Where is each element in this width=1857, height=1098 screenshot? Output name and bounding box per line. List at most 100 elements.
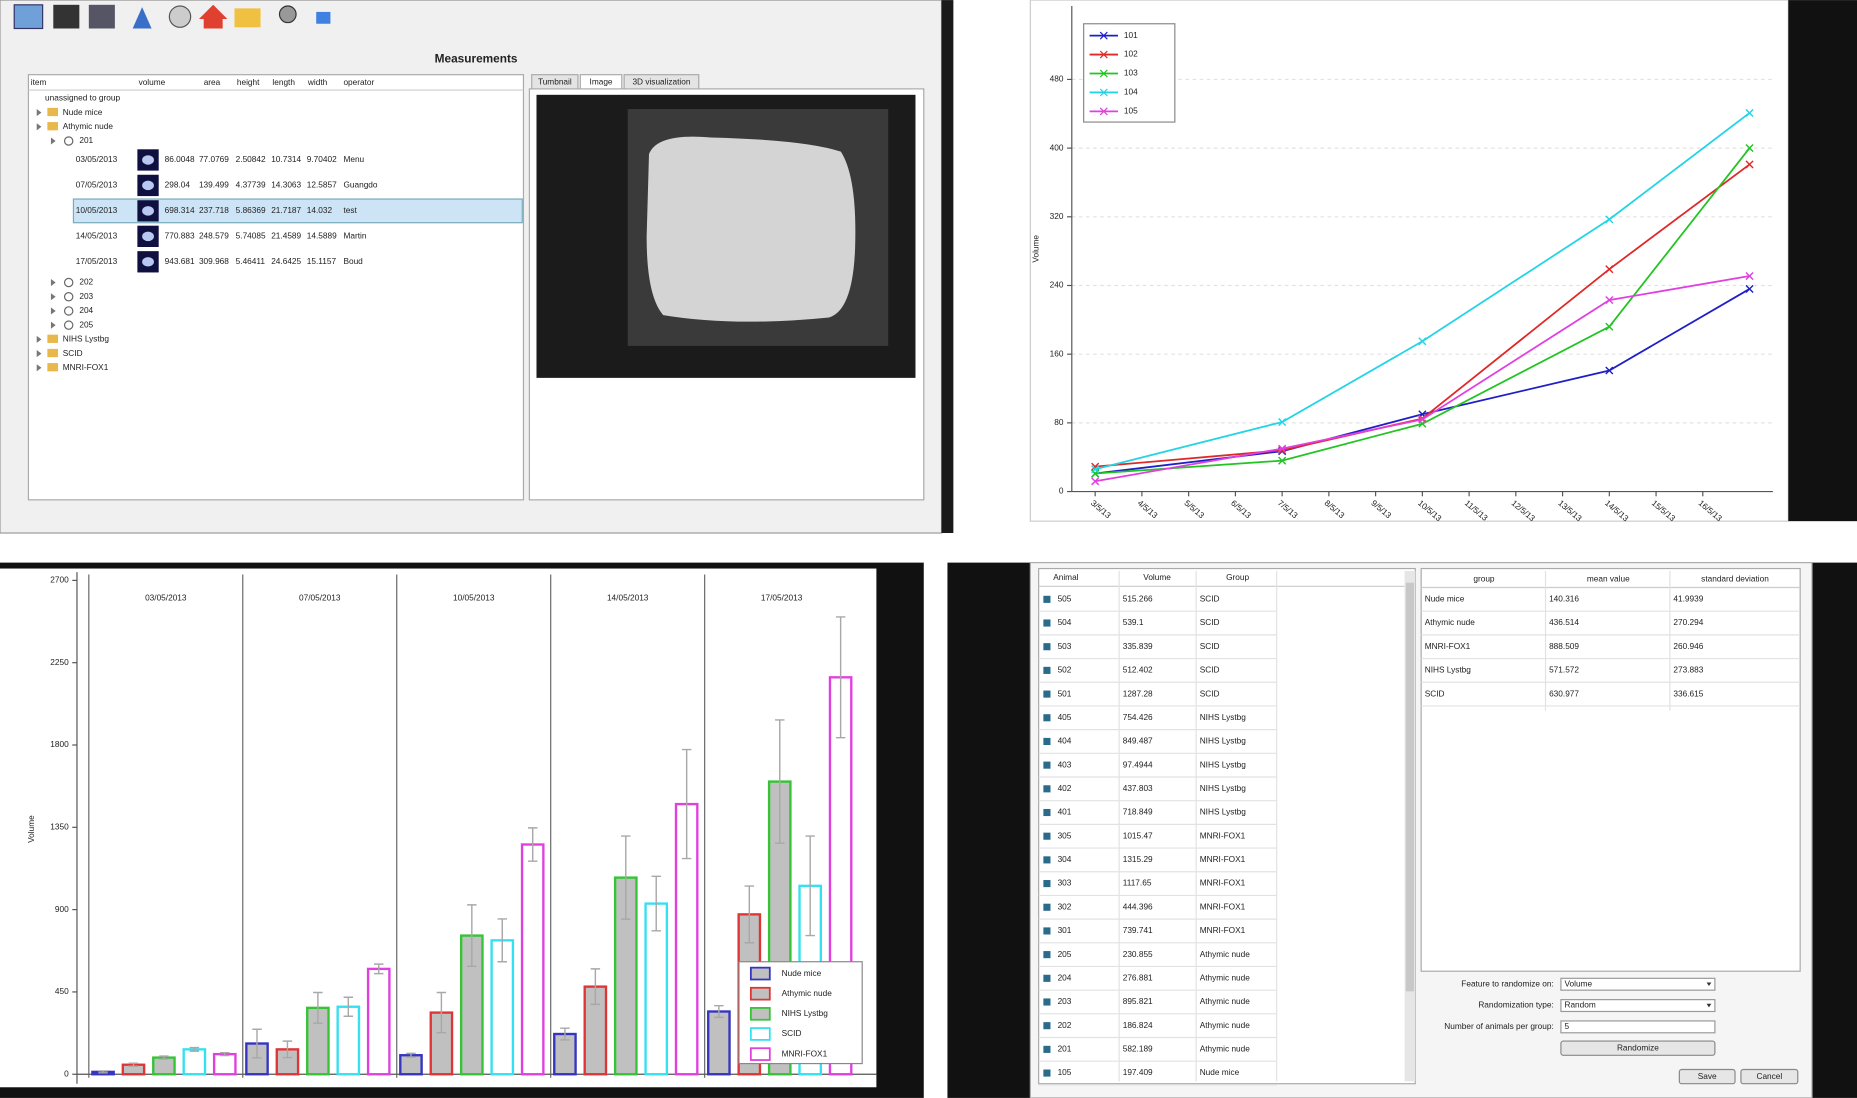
dropdown-arrow[interactable]: [1706, 1003, 1712, 1008]
tool-icon[interactable]: [132, 7, 152, 29]
cell: NIHS Lystbg: [1200, 783, 1247, 793]
cell: Athymic nude: [1200, 1044, 1251, 1054]
expand-arrow[interactable]: [50, 137, 56, 145]
expand-arrow[interactable]: [36, 364, 42, 372]
cell: Boud: [343, 256, 363, 266]
error-bar: [681, 748, 692, 860]
control-value[interactable]: 5: [1564, 1021, 1569, 1031]
bar: [182, 1048, 207, 1076]
legend-swatch: [749, 966, 771, 981]
button[interactable]: [1560, 1040, 1716, 1056]
expand-arrow[interactable]: [50, 278, 56, 287]
row-icon: [1043, 1022, 1051, 1030]
cell: 260.946: [1673, 641, 1703, 651]
point-marker: [1745, 160, 1754, 169]
control-value[interactable]: Volume: [1564, 978, 1592, 988]
column-header: area: [204, 77, 221, 87]
point-marker: [1745, 108, 1754, 117]
cell: Athymic nude: [1200, 1020, 1251, 1030]
cell: 437.803: [1123, 783, 1153, 793]
tool-icon[interactable]: [234, 8, 261, 28]
tool-icon[interactable]: [168, 5, 192, 28]
bar: [707, 1010, 731, 1076]
tool-icon[interactable]: [316, 11, 331, 24]
tree-item[interactable]: unassigned to group: [45, 93, 120, 103]
legend-marker: [1099, 88, 1108, 97]
row-icon: [1043, 595, 1051, 603]
button-label[interactable]: Save: [1698, 1071, 1717, 1081]
y-axis-label: Volume: [26, 815, 36, 843]
dropdown-arrow[interactable]: [1706, 982, 1712, 987]
cell: 17/05/2013: [76, 256, 118, 266]
tab[interactable]: [579, 74, 623, 90]
tool-icon[interactable]: [53, 4, 80, 29]
legend-marker: [1099, 31, 1108, 40]
row-icon: [1043, 998, 1051, 1006]
folder-icon: [47, 122, 59, 131]
tree-item[interactable]: NIHS Lystbg: [63, 334, 110, 344]
button[interactable]: [1678, 1068, 1736, 1085]
tab[interactable]: [531, 74, 579, 90]
row-icon: [1043, 714, 1051, 722]
cell: MNRI-FOX1: [1200, 901, 1246, 911]
cell: 335.839: [1123, 641, 1153, 651]
cell: 12.5857: [307, 180, 337, 190]
tree-item[interactable]: Athymic nude: [63, 121, 114, 131]
tool-icon[interactable]: [13, 4, 44, 30]
error-bar: [744, 885, 755, 944]
cell: 301: [1058, 925, 1072, 935]
y-tick-label: 2250: [50, 657, 69, 667]
dropdown[interactable]: [1560, 977, 1716, 991]
tree-item[interactable]: 205: [79, 319, 93, 329]
tab-label[interactable]: 3D visualization: [632, 77, 690, 87]
tool-icon[interactable]: [198, 4, 228, 29]
spinbox[interactable]: [1560, 1020, 1716, 1034]
cell: MNRI-FOX1: [1200, 925, 1246, 935]
point-marker: [1091, 465, 1100, 474]
tree-view: [27, 74, 525, 501]
legend-label: 105: [1124, 106, 1138, 116]
button-label[interactable]: Cancel: [1756, 1071, 1782, 1081]
control-value[interactable]: Random: [1564, 1000, 1595, 1010]
expand-arrow[interactable]: [36, 350, 42, 358]
expand-arrow[interactable]: [36, 109, 42, 117]
button[interactable]: [1740, 1068, 1799, 1085]
cell: SCID: [1200, 665, 1220, 675]
scrollbar-thumb[interactable]: [1405, 582, 1415, 992]
tree-item[interactable]: SCID: [63, 348, 83, 358]
cell: 205: [1058, 949, 1072, 959]
tree-item[interactable]: 202: [79, 277, 93, 287]
tree-item[interactable]: MNRI-FOX1: [63, 362, 109, 372]
animal-icon: [63, 292, 74, 302]
tree-item[interactable]: 203: [79, 291, 93, 301]
tab-label[interactable]: Image: [590, 77, 613, 87]
error-bar: [835, 616, 846, 739]
tree-item[interactable]: 204: [79, 305, 93, 315]
expand-arrow[interactable]: [50, 307, 56, 315]
bar-chart-panel: [0, 568, 877, 1088]
tool-icon[interactable]: [88, 4, 115, 29]
expand-arrow[interactable]: [36, 335, 42, 343]
legend-label: SCID: [782, 1028, 802, 1038]
tool-icon[interactable]: [278, 5, 297, 24]
tree-item[interactable]: Nude mice: [63, 107, 103, 117]
point-marker: [1418, 415, 1427, 424]
tab-label[interactable]: Tumbnail: [538, 77, 572, 87]
expand-arrow[interactable]: [50, 293, 56, 301]
toolbar: [13, 4, 331, 30]
category-label: 03/05/2013: [145, 592, 187, 602]
point-marker: [1745, 284, 1754, 293]
button-label[interactable]: Randomize: [1617, 1042, 1659, 1052]
expand-arrow[interactable]: [36, 123, 42, 131]
point-marker: [1278, 417, 1287, 427]
y-tick-label: 1800: [50, 739, 69, 749]
cell: 202: [1058, 1020, 1072, 1030]
thumbnail-spot: [142, 257, 154, 267]
dropdown[interactable]: [1560, 999, 1716, 1013]
tree-item[interactable]: 201: [79, 135, 93, 145]
cell: NIHS Lystbg: [1200, 712, 1247, 722]
cell: 571.572: [1549, 665, 1579, 675]
expand-arrow[interactable]: [50, 321, 56, 329]
tab[interactable]: [623, 74, 700, 90]
